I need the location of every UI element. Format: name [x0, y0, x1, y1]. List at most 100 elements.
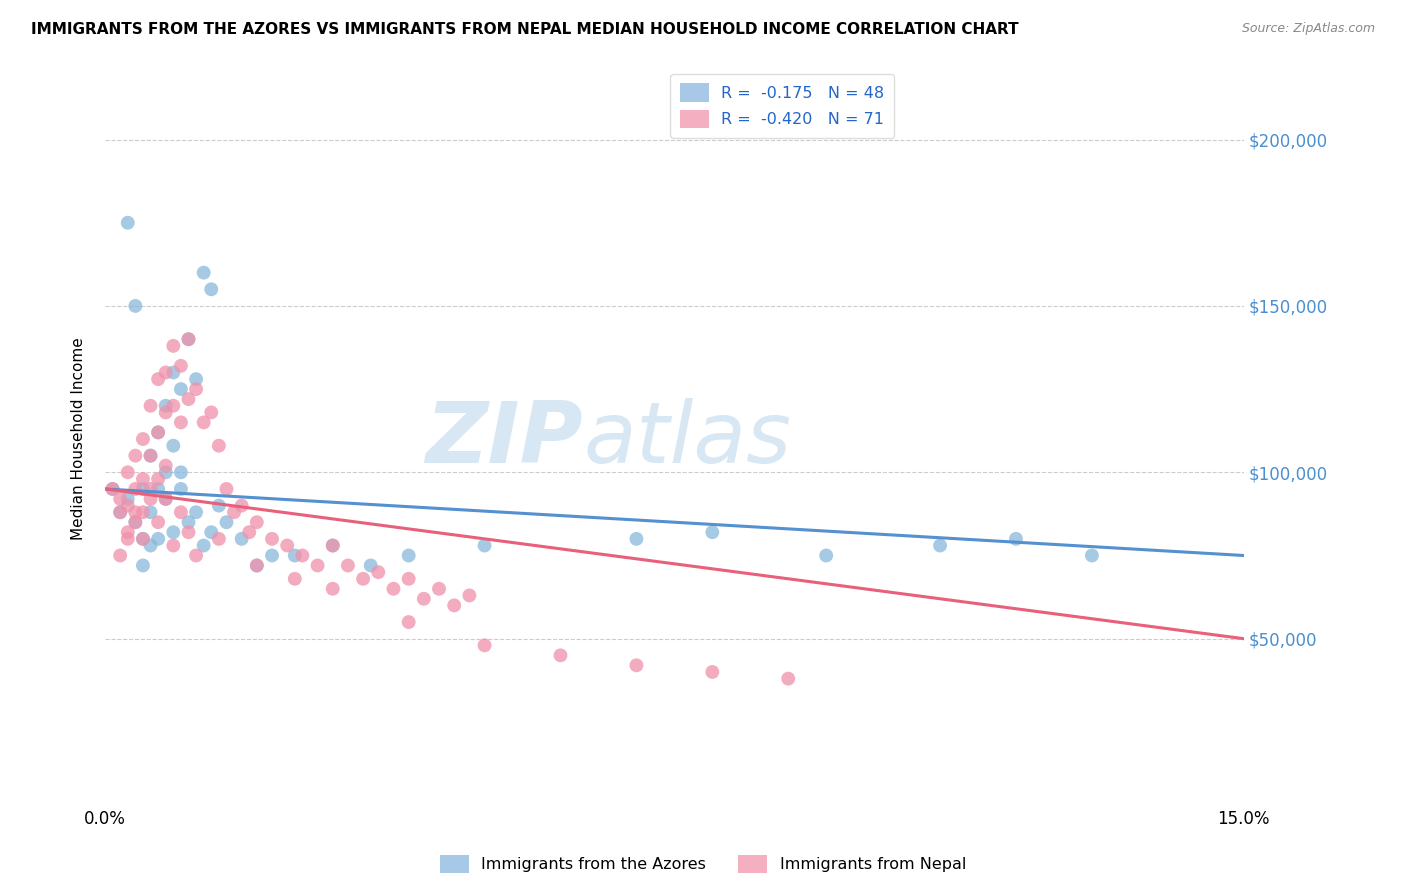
Point [276, 539, 298, 553]
Point [929, 539, 952, 553]
Point [108, 491, 131, 506]
Point [177, 392, 200, 406]
Point [117, 491, 139, 506]
Point [124, 482, 146, 496]
Point [139, 449, 162, 463]
Point [208, 499, 231, 513]
Point [170, 482, 193, 496]
Point [139, 491, 162, 506]
Point [322, 582, 344, 596]
Point [246, 558, 269, 573]
Point [132, 472, 155, 486]
Point [307, 558, 329, 573]
Point [443, 599, 465, 613]
Point [139, 482, 162, 496]
Point [184, 372, 207, 386]
Point [702, 525, 724, 540]
Point [208, 532, 231, 546]
Point [291, 549, 314, 563]
Point [170, 505, 193, 519]
Text: IMMIGRANTS FROM THE AZORES VS IMMIGRANTS FROM NEPAL MEDIAN HOUSEHOLD INCOME CORR: IMMIGRANTS FROM THE AZORES VS IMMIGRANTS… [31, 22, 1018, 37]
Point [231, 532, 253, 546]
Point [260, 532, 283, 546]
Point [702, 665, 724, 679]
Point [238, 525, 260, 540]
Point [352, 572, 374, 586]
Point [139, 399, 162, 413]
Point [117, 216, 139, 230]
Point [474, 539, 496, 553]
Point [177, 332, 200, 346]
Point [162, 339, 184, 353]
Point [155, 465, 177, 479]
Point [260, 549, 283, 563]
Point [108, 549, 131, 563]
Point [155, 366, 177, 380]
Point [139, 505, 162, 519]
Point [117, 465, 139, 479]
Text: atlas: atlas [583, 398, 792, 481]
Point [162, 525, 184, 540]
Point [1005, 532, 1028, 546]
Point [246, 515, 269, 529]
Point [132, 558, 155, 573]
Y-axis label: Median Household Income: Median Household Income [72, 338, 86, 541]
Point [184, 549, 207, 563]
Point [139, 449, 162, 463]
Point [200, 282, 222, 296]
Point [162, 439, 184, 453]
Point [177, 515, 200, 529]
Point [155, 458, 177, 473]
Point [132, 505, 155, 519]
Point [193, 539, 215, 553]
Point [146, 515, 169, 529]
Point [132, 532, 155, 546]
Point [108, 505, 131, 519]
Point [474, 638, 496, 652]
Text: ZIP: ZIP [426, 398, 583, 481]
Point [146, 472, 169, 486]
Point [101, 482, 124, 496]
Point [162, 399, 184, 413]
Point [146, 372, 169, 386]
Point [815, 549, 838, 563]
Point [117, 525, 139, 540]
Point [208, 439, 231, 453]
Point [170, 416, 193, 430]
Point [124, 515, 146, 529]
Point [367, 565, 389, 579]
Legend: R =  -0.175   N = 48, R =  -0.420   N = 71: R = -0.175 N = 48, R = -0.420 N = 71 [671, 74, 894, 137]
Point [398, 549, 420, 563]
Point [200, 405, 222, 419]
Point [139, 539, 162, 553]
Point [284, 549, 307, 563]
Point [398, 615, 420, 629]
Point [550, 648, 572, 663]
Point [155, 405, 177, 419]
Point [132, 532, 155, 546]
Point [132, 482, 155, 496]
Point [778, 672, 800, 686]
Point [162, 366, 184, 380]
Point [336, 558, 359, 573]
Point [132, 432, 155, 446]
Point [284, 572, 307, 586]
Point [382, 582, 405, 596]
Point [1081, 549, 1104, 563]
Point [184, 382, 207, 396]
Point [101, 482, 124, 496]
Legend: Immigrants from the Azores, Immigrants from Nepal: Immigrants from the Azores, Immigrants f… [433, 848, 973, 880]
Point [322, 539, 344, 553]
Point [398, 572, 420, 586]
Point [170, 382, 193, 396]
Point [146, 532, 169, 546]
Text: Source: ZipAtlas.com: Source: ZipAtlas.com [1241, 22, 1375, 36]
Point [222, 505, 245, 519]
Point [146, 425, 169, 440]
Point [322, 539, 344, 553]
Point [246, 558, 269, 573]
Point [170, 359, 193, 373]
Point [155, 491, 177, 506]
Point [108, 505, 131, 519]
Point [215, 515, 238, 529]
